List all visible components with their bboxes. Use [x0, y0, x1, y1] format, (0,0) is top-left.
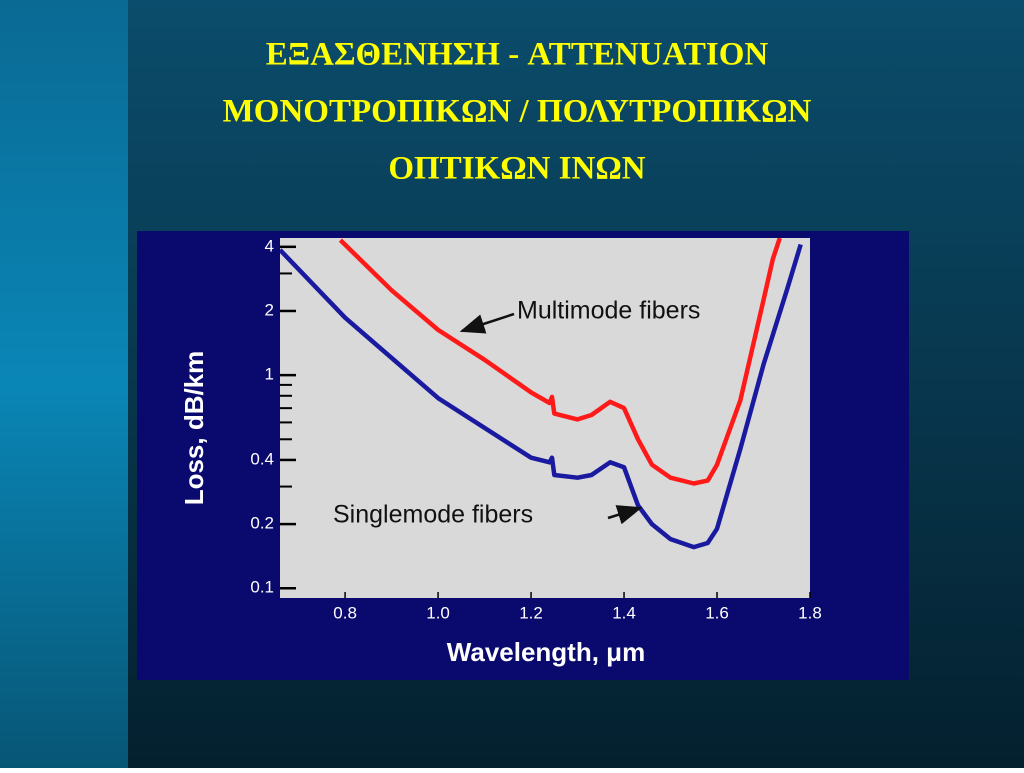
y-tick-label: 0.1	[250, 578, 274, 597]
plot-area	[280, 238, 810, 598]
y-axis-label: Loss, dB/km	[179, 351, 209, 506]
title-line: ΜΟΝΟΤΡΟΠΙΚΩΝ / ΠΟΛΥΤΡΟΠΙΚΩΝ	[223, 94, 812, 130]
y-tick-label: 2	[265, 300, 274, 319]
side-strip	[0, 0, 128, 768]
series-line	[338, 238, 782, 486]
lines	[280, 238, 803, 550]
x-tick-label: 1.8	[798, 603, 822, 622]
x-axis-label: Wavelength, μm	[447, 637, 645, 667]
title-line: ΕΞΑΣΘΕΝΗΣΗ - ATTENUATION	[266, 37, 769, 73]
x-tick-label: 1.0	[426, 603, 450, 622]
x-tick-label: 1.2	[519, 603, 543, 622]
annotation: Multimode fibers	[517, 297, 700, 325]
x-tick-label: 0.8	[333, 603, 357, 622]
annotation-arrow	[459, 312, 515, 334]
series-line	[280, 243, 803, 550]
y-tick-label: 0.4	[250, 449, 274, 468]
annotation: Singlemode fibers	[333, 501, 533, 529]
y-tick-label: 0.2	[250, 514, 274, 533]
y-tick-label: 4	[265, 236, 274, 255]
annotation-arrow	[607, 505, 643, 525]
x-tick-label: 1.4	[612, 603, 636, 622]
x-tick-label: 1.6	[705, 603, 729, 622]
y-tick-label: 1	[265, 365, 274, 384]
title-line: ΟΠΤΙΚΩΝ ΙΝΩΝ	[388, 151, 645, 187]
